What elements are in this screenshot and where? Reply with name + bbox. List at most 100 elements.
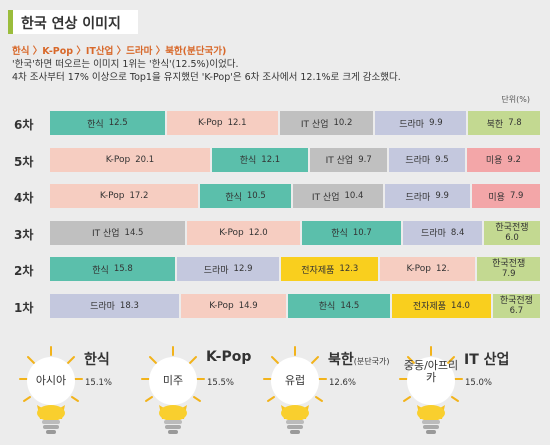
- row-label: 2차: [14, 264, 34, 278]
- bar-segment: 한식 12.1: [211, 147, 309, 172]
- bar-segment: 미용 7.9: [471, 184, 540, 208]
- region-top-pct: 15.1%: [85, 378, 113, 388]
- region-name: 중동/아프리카: [403, 359, 459, 384]
- bar-category-label: IT 산업: [91, 229, 120, 239]
- region-top-item: K-Pop: [206, 349, 252, 365]
- bar-segment: 한국전쟁 6.7: [492, 293, 540, 318]
- bar-value-label: 9.5: [435, 154, 449, 165]
- lightbulb-icon: [399, 346, 463, 434]
- bar-value-label: 14.5: [340, 300, 360, 311]
- bar-value-label: 12.9: [233, 264, 253, 274]
- region-name: 유럽: [284, 374, 306, 387]
- row-label: 4차: [14, 191, 34, 205]
- bar-category-label: IT 산업: [325, 156, 354, 166]
- summary-line-2: 4차 조사부터 17% 이상으로 Top1을 유지했던 'K-Pop'은 6차 …: [12, 72, 401, 83]
- bar-segment: 전자제품 12.3: [281, 257, 379, 281]
- bar-category-label: 미용: [488, 192, 505, 203]
- bar-category-label: 한국전쟁: [499, 295, 533, 306]
- bar-value-label: 9.2: [507, 154, 521, 165]
- bar-value-label: 15.8: [113, 264, 133, 274]
- bar-category-label: K-Pop: [105, 154, 131, 165]
- bar-segment: 드라마 9.9: [384, 184, 470, 208]
- bar-segment: 한국전쟁 6.0: [483, 220, 540, 245]
- bar-value-label: 9.9: [429, 118, 443, 128]
- bar-category-label: 드라마: [399, 119, 425, 130]
- bar-segment: K-Pop 12.0: [187, 220, 300, 245]
- region-name: 아시아: [35, 374, 67, 387]
- bar-category-label: 한식: [92, 265, 109, 276]
- region-top-item: 북한(분단국가): [328, 352, 390, 368]
- bar-category-label: K-Pop: [99, 191, 125, 201]
- bar-segment: IT 산업 10.4: [292, 184, 383, 208]
- bar-category-label: 한식: [239, 156, 257, 166]
- bar-category-label: 한식: [331, 229, 348, 239]
- bar-segment: 한식 10.7: [301, 220, 402, 245]
- bar-category-label: 한국전쟁: [495, 222, 529, 233]
- bar-value-label: 7.8: [508, 118, 522, 128]
- unit-label: 단위(%): [501, 95, 530, 104]
- bar-segment: 한식 14.5: [287, 293, 391, 318]
- region-top-item: IT 산업: [464, 352, 510, 368]
- summary-line-1: '한국'하면 떠오르는 이미지 1위는 '한식'(12.5%)이었다.: [12, 59, 239, 70]
- summary-path: 한식 〉K-Pop 〉IT산업 〉드라마 〉북한(분단국가): [12, 46, 227, 57]
- bar-segment: 한식 12.5: [50, 111, 165, 135]
- bar-segment: 북한 7.8: [468, 111, 540, 135]
- bar-segment: K-Pop 20.1: [50, 147, 210, 172]
- bar-value-label: 10.5: [246, 191, 266, 201]
- bar-category-label: IT 산업: [311, 192, 340, 203]
- bar-value-label: 7.9: [501, 269, 516, 279]
- bar-segment: K-Pop 17.2: [50, 184, 199, 208]
- bar-category-label: K-Pop: [219, 227, 244, 238]
- bar-segment: 한식 10.5: [200, 184, 291, 208]
- row-label: 1차: [14, 300, 34, 315]
- bar-segment: 전자제품 14.0: [392, 293, 491, 318]
- bar-category-label: K-Pop: [406, 264, 431, 274]
- bar-value-label: 9.9: [435, 191, 449, 201]
- bar-value-label: 12.1: [227, 118, 247, 128]
- bar-value-label: 10.4: [344, 191, 364, 201]
- title-bar: 한국 연상 이미지: [8, 10, 138, 34]
- bar-category-label: 한식: [225, 192, 242, 203]
- summary: 한식 〉K-Pop 〉IT산업 〉드라마 〉북한(분단국가) '한국'하면 떠오…: [12, 45, 401, 84]
- row-label: 5차: [14, 154, 34, 169]
- bar-segment: 한식 15.8: [50, 257, 176, 281]
- bar-segment: 드라마 8.4: [403, 220, 482, 245]
- bar-value-label: 18.3: [119, 300, 139, 311]
- bar-value-label: 12.1: [261, 154, 281, 165]
- region-top-pct: 15.0%: [465, 378, 493, 388]
- row-label: 6차: [14, 118, 34, 132]
- bar-segment: IT 산업 10.2: [279, 111, 374, 135]
- region-top-item-suffix: (분단국가): [353, 357, 390, 366]
- bar-value-label: 12.0: [248, 227, 268, 238]
- bar-segment: IT 산업 14.5: [50, 220, 186, 245]
- bar-category-label: 한식: [87, 119, 104, 130]
- lightbulb-icon: [19, 346, 83, 434]
- bar-segment: 드라마 12.9: [177, 257, 280, 281]
- bar-category-label: K-Pop: [209, 300, 234, 311]
- bar-category-label: 북한: [486, 119, 504, 130]
- bar-value-label: 17.2: [129, 191, 149, 201]
- bar-category-label: 드라마: [203, 265, 229, 276]
- region-top-pct: 12.6%: [329, 378, 357, 388]
- bar-category-label: K-Pop: [198, 118, 223, 128]
- bar-segment: K-Pop 14.9: [180, 293, 286, 318]
- region-name: 미주: [162, 374, 184, 387]
- bar-category-label: 드라마: [90, 302, 115, 312]
- bar-value-label: 6.7: [509, 305, 524, 316]
- bar-category-label: 드라마: [405, 156, 431, 166]
- bar-value-label: 20.1: [135, 154, 155, 165]
- bar-value-label: 12.: [435, 264, 450, 274]
- bar-value-label: 6.0: [505, 232, 519, 243]
- bar-segment: K-Pop 12.1: [166, 111, 278, 135]
- bar-value-label: 12.5: [108, 118, 128, 128]
- bar-category-label: IT 산업: [300, 119, 329, 130]
- bar-segment: 드라마 18.3: [50, 293, 179, 318]
- bar-value-label: 10.7: [352, 227, 372, 238]
- bar-category-label: 드라마: [421, 229, 446, 239]
- bar-category-label: 한식: [318, 302, 336, 312]
- bar-category-label: 드라마: [405, 192, 431, 203]
- region-top-item: 한식: [84, 352, 110, 368]
- bar-value-label: 14.0: [451, 300, 470, 311]
- bar-value-label: 14.5: [124, 227, 144, 238]
- lightbulb-icon: [141, 346, 205, 434]
